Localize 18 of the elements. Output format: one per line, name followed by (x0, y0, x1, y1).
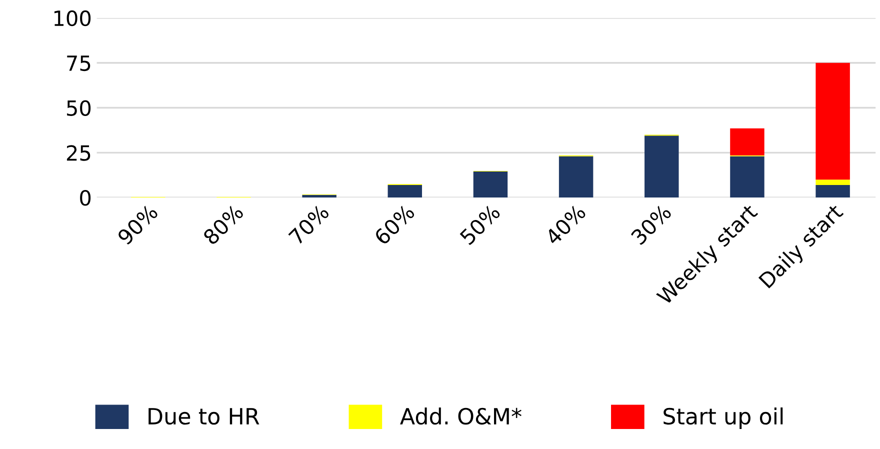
bar (816, 184, 850, 198)
bar (816, 180, 850, 185)
y-tick-label: 25 (66, 145, 90, 161)
bar (388, 184, 422, 198)
bar (816, 62, 850, 180)
bar (730, 156, 764, 198)
y-tick-label: 0 (80, 190, 91, 206)
legend-label: Add. O&M* (400, 407, 522, 425)
bar (302, 194, 336, 198)
legend-label: Due to HR (148, 408, 260, 425)
y-tick-label: 100 (54, 10, 91, 26)
bar (558, 156, 594, 198)
bar (730, 128, 764, 156)
legend-label: Start up oil (664, 407, 783, 429)
bar (473, 172, 508, 198)
y-tick-label: 50 (67, 100, 91, 116)
bar (644, 136, 679, 198)
y-tick-label: 75 (67, 56, 90, 72)
